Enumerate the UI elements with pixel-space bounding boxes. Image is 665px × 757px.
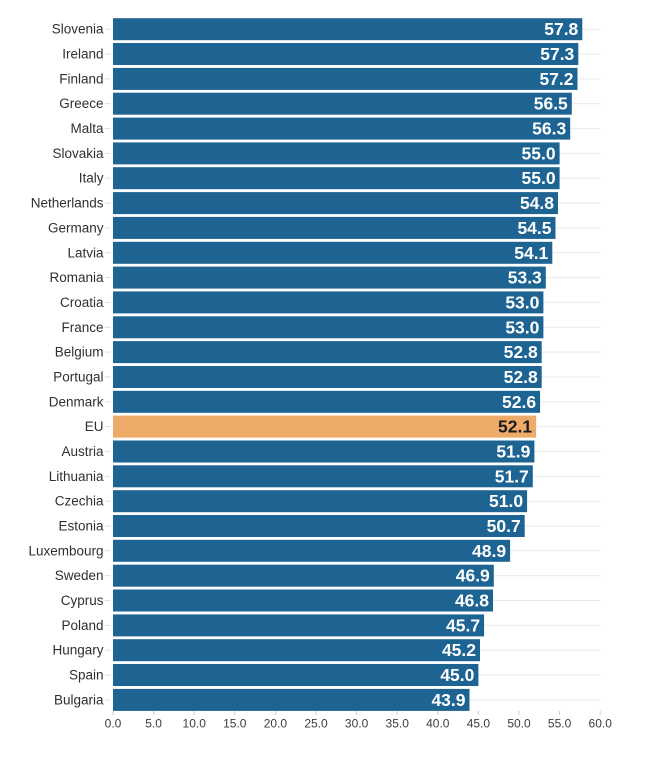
svg-text:45.0: 45.0 xyxy=(440,665,474,685)
svg-text:Greece: Greece xyxy=(59,96,103,111)
svg-text:Poland: Poland xyxy=(61,618,103,633)
svg-text:52.8: 52.8 xyxy=(504,367,538,387)
svg-text:Czechia: Czechia xyxy=(55,494,104,509)
svg-text:Austria: Austria xyxy=(61,444,104,459)
svg-text:53.0: 53.0 xyxy=(505,292,539,312)
svg-text:Slovakia: Slovakia xyxy=(52,146,104,161)
svg-text:Ireland: Ireland xyxy=(62,47,103,62)
svg-text:0.0: 0.0 xyxy=(105,717,122,731)
svg-text:45.7: 45.7 xyxy=(446,615,480,635)
svg-text:46.9: 46.9 xyxy=(456,566,490,586)
svg-text:53.0: 53.0 xyxy=(505,317,539,337)
svg-text:56.5: 56.5 xyxy=(534,94,568,114)
svg-text:Croatia: Croatia xyxy=(60,295,104,310)
svg-text:5.0: 5.0 xyxy=(145,717,162,731)
svg-text:Estonia: Estonia xyxy=(58,519,104,534)
svg-text:10.0: 10.0 xyxy=(183,717,207,731)
svg-text:45.0: 45.0 xyxy=(467,717,491,731)
svg-text:20.0: 20.0 xyxy=(264,717,288,731)
svg-text:Italy: Italy xyxy=(79,171,104,186)
svg-text:57.8: 57.8 xyxy=(544,19,578,39)
svg-text:56.3: 56.3 xyxy=(532,119,566,139)
svg-text:Belgium: Belgium xyxy=(55,345,104,360)
svg-text:Cyprus: Cyprus xyxy=(61,593,104,608)
svg-text:52.8: 52.8 xyxy=(504,342,538,362)
svg-text:Sweden: Sweden xyxy=(55,568,104,583)
svg-text:30.0: 30.0 xyxy=(345,717,369,731)
svg-text:Luxembourg: Luxembourg xyxy=(28,543,103,558)
svg-text:France: France xyxy=(61,320,103,335)
svg-text:54.1: 54.1 xyxy=(514,243,548,263)
svg-text:51.7: 51.7 xyxy=(495,466,529,486)
svg-text:60.0: 60.0 xyxy=(589,717,613,731)
svg-text:45.2: 45.2 xyxy=(442,640,476,660)
svg-text:51.0: 51.0 xyxy=(489,491,523,511)
svg-text:Finland: Finland xyxy=(59,71,103,86)
svg-text:Romania: Romania xyxy=(49,270,104,285)
svg-text:55.0: 55.0 xyxy=(522,168,556,188)
svg-text:EU: EU xyxy=(85,419,104,434)
svg-text:43.9: 43.9 xyxy=(431,690,465,710)
svg-text:48.9: 48.9 xyxy=(472,541,506,561)
svg-text:55.0: 55.0 xyxy=(522,143,556,163)
svg-text:Portugal: Portugal xyxy=(53,370,103,385)
svg-text:Hungary: Hungary xyxy=(52,643,103,658)
svg-text:50.7: 50.7 xyxy=(487,516,521,536)
svg-text:53.3: 53.3 xyxy=(508,268,542,288)
svg-text:15.0: 15.0 xyxy=(223,717,247,731)
svg-text:25.0: 25.0 xyxy=(304,717,328,731)
svg-text:54.8: 54.8 xyxy=(520,193,554,213)
svg-text:Lithuania: Lithuania xyxy=(49,469,104,484)
svg-text:54.5: 54.5 xyxy=(517,218,551,238)
svg-text:40.0: 40.0 xyxy=(426,717,450,731)
svg-text:Spain: Spain xyxy=(69,668,104,683)
svg-text:52.1: 52.1 xyxy=(498,417,532,437)
svg-text:Slovenia: Slovenia xyxy=(52,22,104,37)
svg-text:Netherlands: Netherlands xyxy=(31,196,104,211)
svg-text:57.3: 57.3 xyxy=(540,44,574,64)
svg-text:55.0: 55.0 xyxy=(548,717,572,731)
svg-text:50.0: 50.0 xyxy=(507,717,531,731)
svg-text:51.9: 51.9 xyxy=(496,442,530,462)
svg-text:Denmark: Denmark xyxy=(49,394,104,409)
svg-text:Germany: Germany xyxy=(48,220,104,235)
svg-text:52.6: 52.6 xyxy=(502,392,536,412)
svg-text:57.2: 57.2 xyxy=(539,69,573,89)
svg-text:Bulgaria: Bulgaria xyxy=(54,692,104,707)
svg-text:Malta: Malta xyxy=(70,121,104,136)
svg-text:35.0: 35.0 xyxy=(386,717,410,731)
svg-text:Latvia: Latvia xyxy=(67,245,104,260)
svg-text:46.8: 46.8 xyxy=(455,591,489,611)
